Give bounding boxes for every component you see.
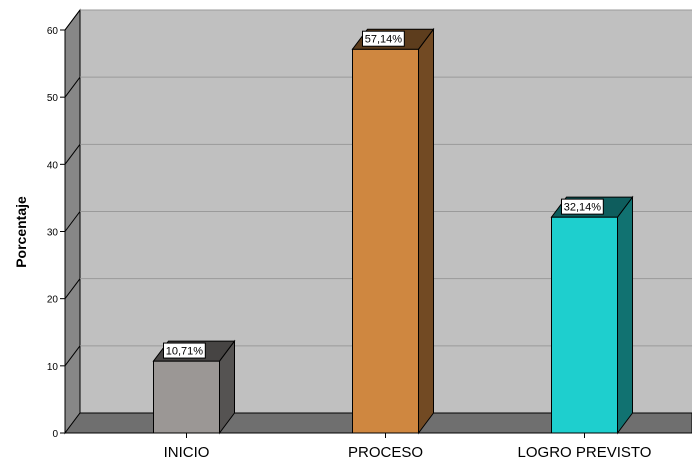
gridline-side-50 — [64, 76, 81, 98]
data-label: 32,14% — [564, 202, 602, 214]
y-tick-label: 0 — [52, 429, 58, 440]
y-tick-label: 30 — [47, 228, 59, 239]
y-tick-label: 50 — [47, 93, 59, 104]
gridline-side-60 — [64, 9, 81, 31]
bar-front-2 — [551, 216, 618, 434]
data-label-box-0 — [163, 342, 206, 359]
y-tick-label: 20 — [47, 295, 59, 306]
y-tick-label: 40 — [47, 160, 59, 171]
data-label-box-2 — [561, 198, 604, 215]
data-label-box-1 — [362, 30, 405, 47]
bar-side-2 — [617, 195, 633, 435]
bar-side-1 — [418, 27, 434, 435]
y-tick-label: 60 — [47, 26, 59, 37]
x-tick-label: LOGRO PREVISTO — [518, 444, 652, 461]
x-tick-label: INICIO — [164, 444, 210, 461]
data-label: 10,71% — [166, 346, 204, 358]
x-tick-label: PROCESO — [348, 444, 423, 461]
bar-front-1 — [352, 48, 419, 434]
y-axis-label: Porcentaje — [13, 196, 29, 268]
data-label: 57,14% — [365, 34, 403, 46]
bar-front-0 — [153, 360, 220, 434]
gridline-side-30 — [64, 211, 81, 232]
gridline-side-20 — [64, 278, 81, 299]
gridline-side-40 — [64, 144, 81, 165]
gridline-side-10 — [64, 345, 81, 367]
y-tick-label: 10 — [47, 362, 59, 373]
